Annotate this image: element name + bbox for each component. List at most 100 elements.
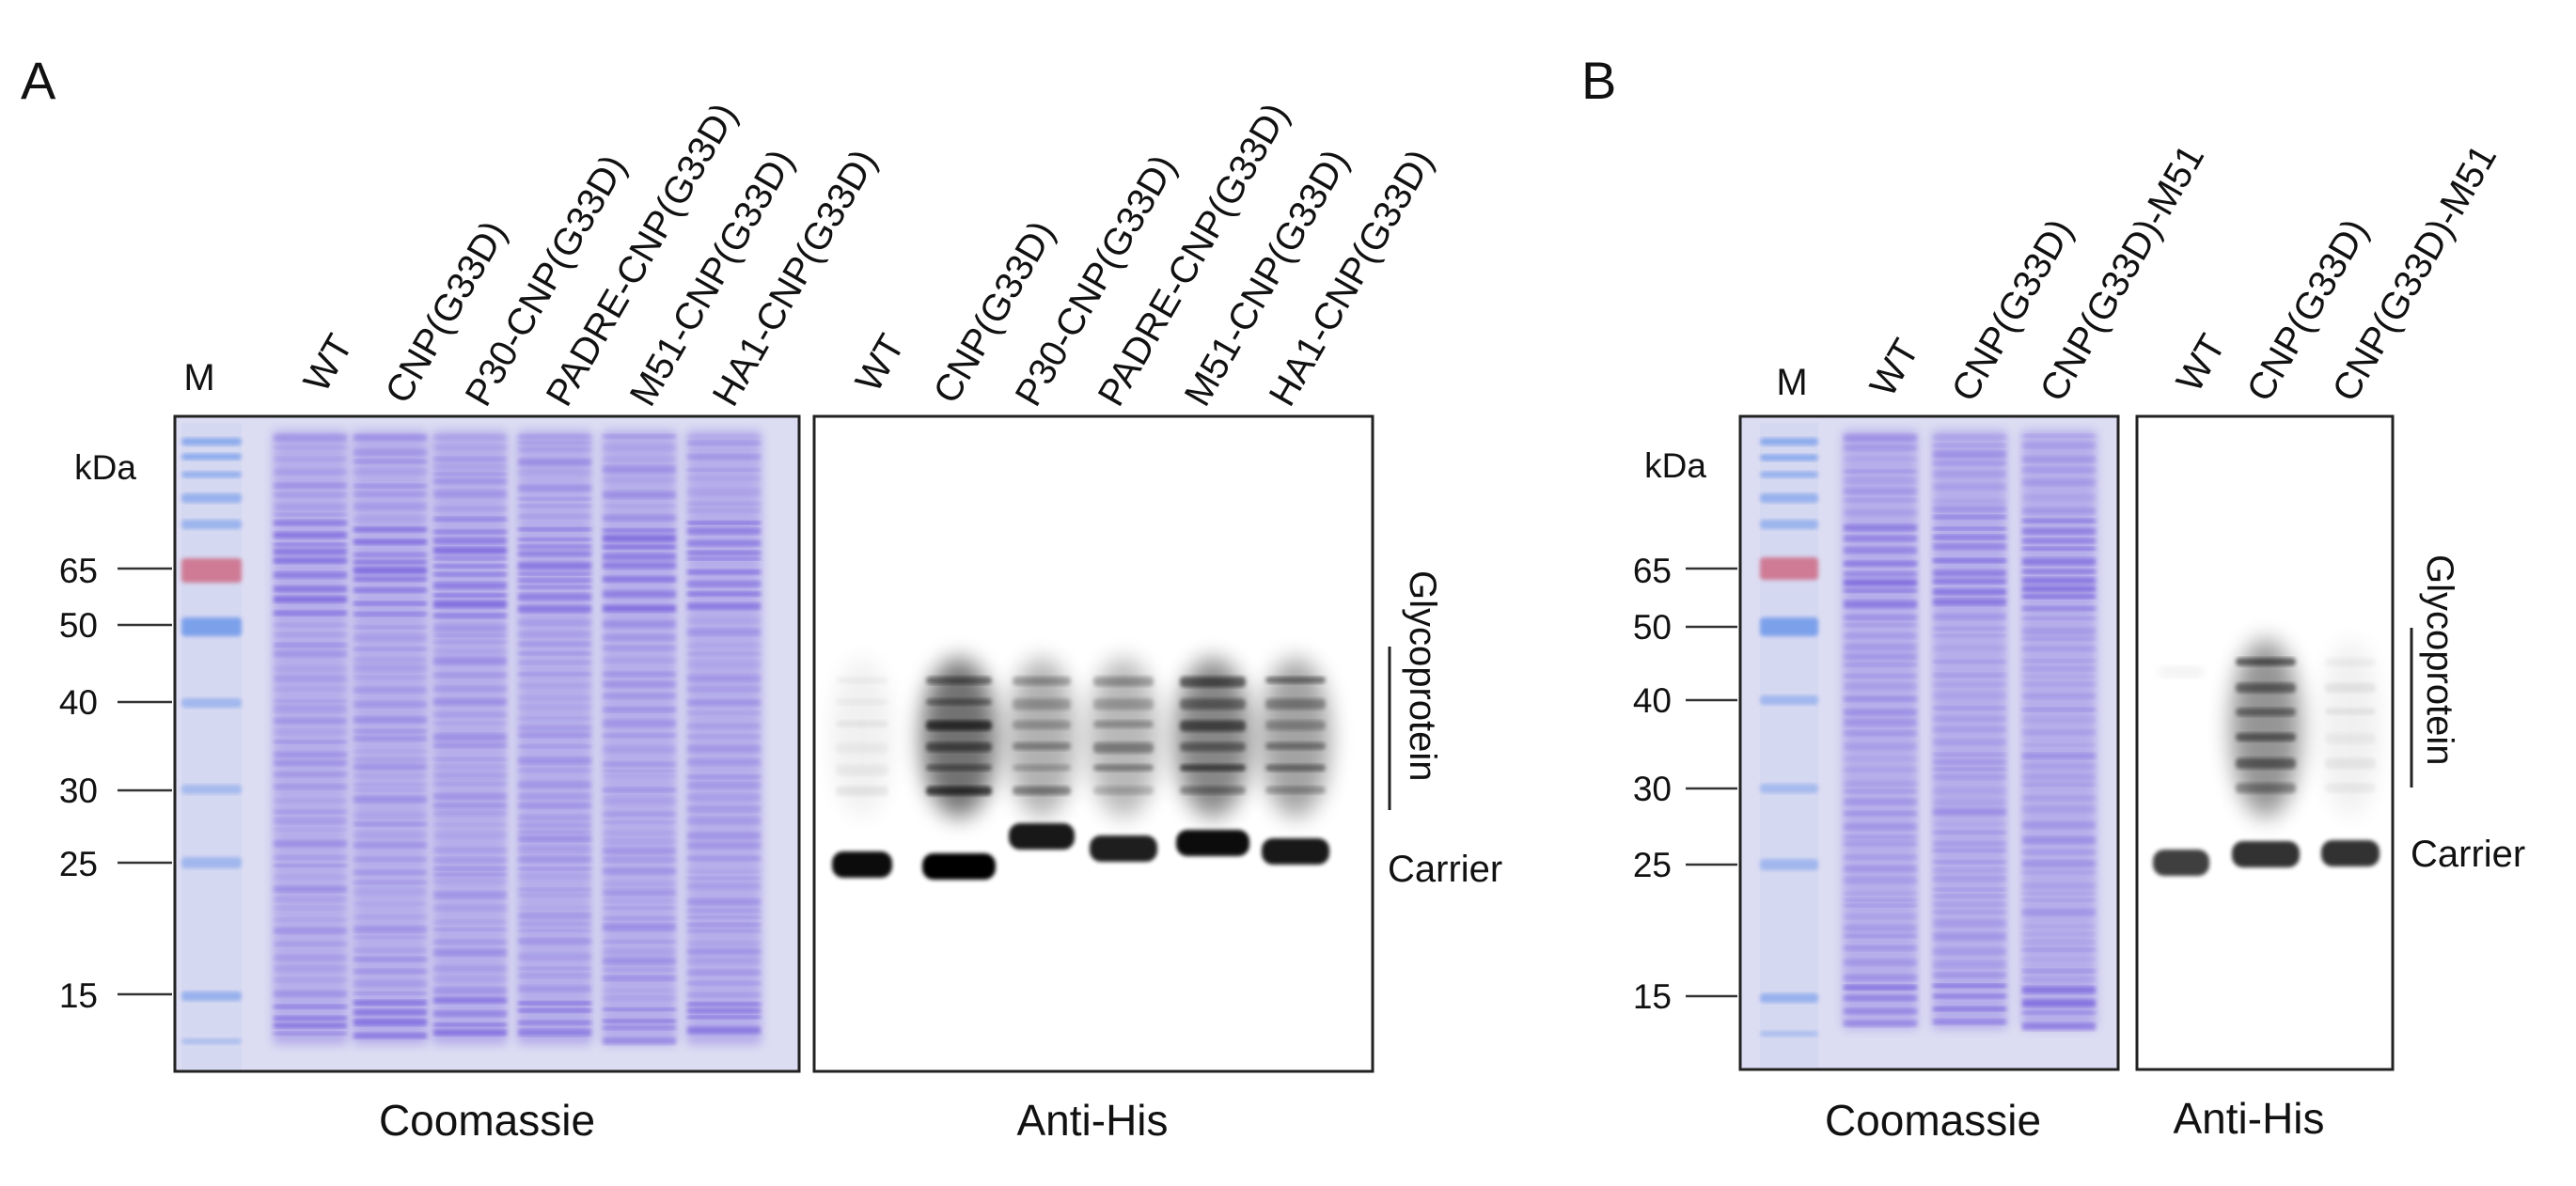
gel-band xyxy=(603,975,676,981)
glycoprotein-band xyxy=(1013,764,1071,772)
gel-band xyxy=(603,881,676,887)
gel-band xyxy=(518,1001,591,1006)
gel-band xyxy=(274,955,347,961)
gel-band xyxy=(433,928,507,931)
gel-band xyxy=(433,624,507,632)
gel-band xyxy=(1933,692,2006,699)
gel-band xyxy=(1933,507,2006,512)
gel-band xyxy=(1844,903,1917,908)
gel-band xyxy=(687,556,761,561)
gel-band xyxy=(518,446,591,452)
gel-band xyxy=(687,832,761,839)
antihis-blot-a xyxy=(812,414,1374,1073)
gel-band xyxy=(1844,674,1917,679)
gel-band xyxy=(433,685,507,692)
marker-lane-label: M xyxy=(183,357,214,398)
gel-band xyxy=(353,491,427,497)
gel-band xyxy=(687,723,761,729)
gel-band xyxy=(603,889,676,897)
gel-band xyxy=(687,908,761,913)
gel-lanes xyxy=(1760,423,2097,1069)
gel-band xyxy=(2022,968,2096,974)
marker-band xyxy=(181,1038,242,1044)
glycoprotein-band xyxy=(2159,667,2204,677)
gel-band xyxy=(603,534,676,542)
gel-band xyxy=(1933,960,2006,968)
gel-band xyxy=(1844,434,1917,442)
gel-band xyxy=(518,651,591,655)
gel-band xyxy=(518,845,591,853)
gel-band xyxy=(518,893,591,897)
gel-band xyxy=(433,721,507,725)
gel-band xyxy=(518,497,591,501)
carrier-label: Carrier xyxy=(2411,834,2525,875)
gel-band xyxy=(353,969,427,975)
gel-band xyxy=(1933,470,2006,477)
gel-band xyxy=(1933,515,2006,520)
marker-band xyxy=(181,438,242,445)
gel-band xyxy=(687,454,761,460)
gel-band xyxy=(518,887,591,891)
glycoprotein-band xyxy=(2236,658,2296,666)
gel-band xyxy=(433,772,507,779)
glycoprotein-smear xyxy=(830,658,894,818)
mw-marker-label: 65 xyxy=(1633,552,1672,590)
gel-band xyxy=(518,704,591,710)
gel-band xyxy=(353,869,427,876)
gel-band xyxy=(687,488,761,496)
gel-band xyxy=(274,445,347,450)
gel-band xyxy=(1933,444,2006,447)
gel-band xyxy=(274,571,347,579)
gel-band xyxy=(1933,1019,2006,1025)
gel-band xyxy=(603,528,676,533)
mw-unit-label: kDa xyxy=(1644,446,1706,485)
glycoprotein-band xyxy=(836,720,888,727)
gel-band xyxy=(274,457,347,461)
gel-band xyxy=(1844,718,1917,726)
glycoprotein-band xyxy=(836,764,888,776)
gel-band xyxy=(1844,1008,1917,1014)
gel-band xyxy=(603,967,676,972)
gel-band xyxy=(687,602,761,610)
mw-marker-label: 15 xyxy=(1633,977,1672,1016)
gel-band xyxy=(274,623,347,628)
glycoprotein-band xyxy=(1265,786,1326,794)
gel-band xyxy=(2022,958,2096,961)
gel-band xyxy=(1844,469,1917,474)
gel-band xyxy=(2022,836,2096,844)
gel-band xyxy=(2022,716,2096,724)
gel-band xyxy=(603,553,676,560)
mw-marker-label: 30 xyxy=(59,772,98,810)
gel-band xyxy=(1933,867,2006,873)
gel-band xyxy=(2022,762,2096,770)
gel-band xyxy=(353,812,427,819)
gel-band xyxy=(2022,547,2096,551)
gel-band xyxy=(518,1007,591,1013)
panel-label-b: B xyxy=(1581,51,1616,110)
gel-band xyxy=(687,521,761,525)
gel-band xyxy=(433,847,507,853)
gel-band xyxy=(2022,898,2096,902)
gel-band xyxy=(1933,645,2006,651)
glycoprotein-band xyxy=(1265,764,1326,772)
gel-band xyxy=(274,717,347,725)
gel-band xyxy=(687,551,761,555)
marker-band xyxy=(1760,471,1818,478)
gel-band xyxy=(2022,729,2096,736)
gel-band xyxy=(2022,646,2096,652)
gel-band xyxy=(603,733,676,738)
gel-band xyxy=(1933,798,2006,806)
gel-band xyxy=(2022,585,2096,592)
marker-band xyxy=(181,471,242,478)
gel-band xyxy=(274,827,347,832)
glycoprotein-band xyxy=(2325,708,2376,715)
glycoprotein-band xyxy=(1093,720,1154,728)
gel-band xyxy=(2022,693,2096,699)
gel-band xyxy=(603,837,676,845)
gel-band xyxy=(2022,891,2096,896)
gel-band xyxy=(1844,632,1917,639)
gel-band xyxy=(1933,535,2006,540)
carrier-label: Carrier xyxy=(1388,849,1502,890)
gel-band xyxy=(603,456,676,462)
gel-band xyxy=(2022,675,2096,679)
